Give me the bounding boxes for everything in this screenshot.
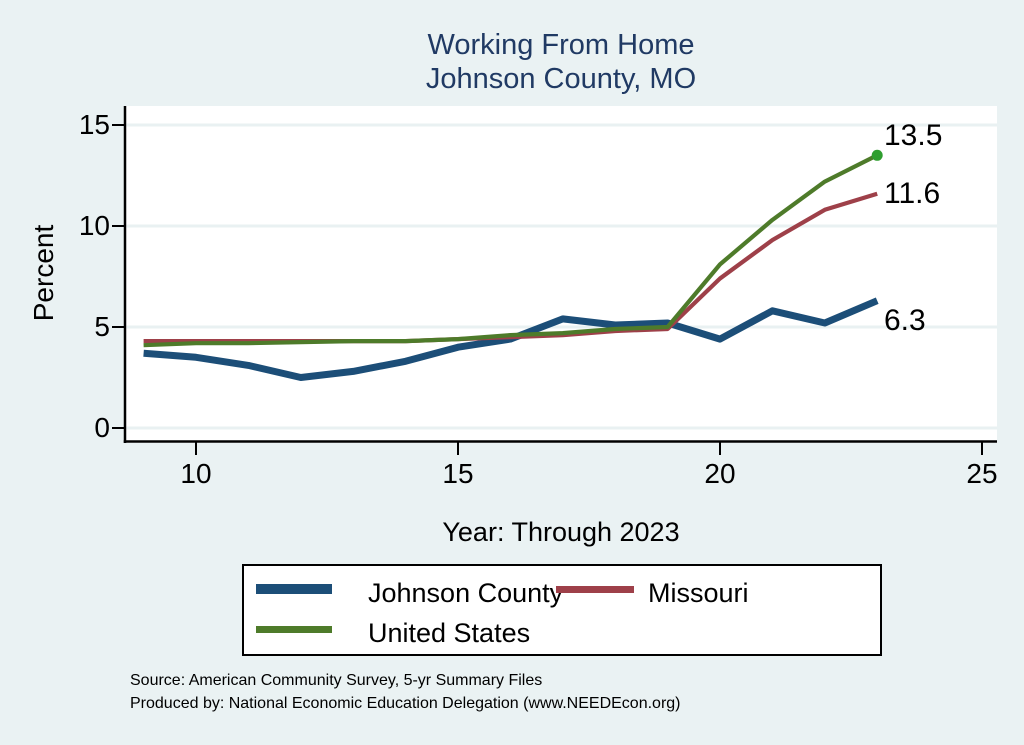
x-axis-label: Year: Through 2023 bbox=[442, 517, 680, 547]
y-tick-label: 5 bbox=[94, 311, 110, 342]
chart-title: Working From Home Johnson County, MO bbox=[125, 28, 997, 96]
legend-label-united-states: United States bbox=[368, 618, 531, 648]
x-tick-label: 15 bbox=[442, 458, 474, 489]
x-tick-label: 25 bbox=[966, 458, 998, 489]
source-note: Source: American Community Survey, 5-yr … bbox=[130, 672, 543, 689]
legend-swatch-missouri bbox=[556, 586, 634, 593]
end-label-johnson-county: 6.3 bbox=[884, 303, 926, 337]
y-tick-label: 15 bbox=[78, 109, 110, 140]
end-label-missouri: 11.6 bbox=[884, 176, 941, 210]
legend-swatch-johnson-county bbox=[256, 584, 332, 594]
producer-note: Produced by: National Economic Education… bbox=[130, 695, 681, 712]
legend: Johnson County Missouri United States bbox=[242, 564, 882, 656]
legend-swatch-united-states bbox=[256, 626, 332, 633]
y-tick-label: 0 bbox=[94, 412, 110, 443]
x-tick-label: 20 bbox=[704, 458, 736, 489]
legend-label-johnson-county: Johnson County bbox=[368, 578, 564, 608]
footer: Source: American Community Survey, 5-yr … bbox=[130, 669, 681, 715]
legend-label-missouri: Missouri bbox=[648, 578, 749, 608]
chart-title-line2: Johnson County, MO bbox=[425, 63, 697, 95]
chart-title-line1: Working From Home bbox=[427, 29, 695, 61]
x-tick-label: 10 bbox=[180, 458, 212, 489]
y-tick-label: 10 bbox=[78, 210, 110, 241]
end-label-united-states: 13.5 bbox=[884, 119, 943, 153]
